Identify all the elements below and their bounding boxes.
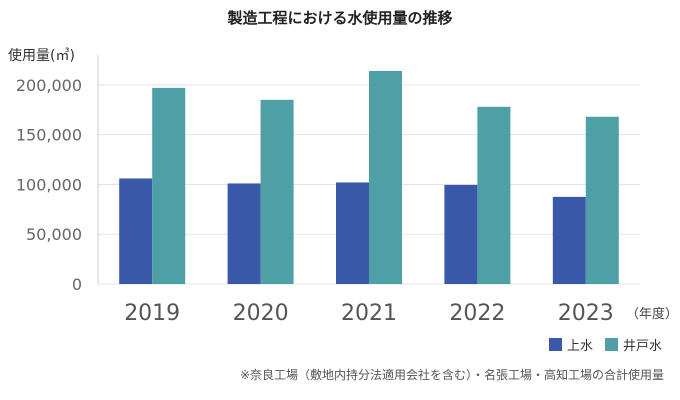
x-tick-label: 2022: [449, 301, 505, 326]
bar-tap-water-2023: [552, 196, 586, 284]
y-axis-label: 使用量(㎥): [8, 48, 75, 64]
footnote: ※奈良工場（敷地内持分法適用会社を含む）・名張工場・高知工場の合計使用量: [239, 368, 664, 382]
x-tick-label: 2020: [233, 301, 289, 326]
bar-tap-water-2021: [336, 182, 369, 284]
x-tick-label: 2021: [341, 301, 397, 326]
bar-tap-water-2022: [444, 184, 478, 284]
legend-item-well-water: 井戸水: [604, 335, 662, 354]
bar-tap-water-2019: [119, 178, 153, 284]
legend-swatch-well-water: [604, 338, 618, 351]
bar-well-water-2022: [477, 106, 511, 285]
y-tick-label: 50,000: [26, 225, 82, 244]
y-tick-label: 0: [72, 275, 82, 294]
bar-well-water-2019: [152, 87, 186, 285]
x-tick-label: 2023: [558, 301, 614, 326]
bar-tap-water-2020: [227, 183, 261, 284]
legend-label-well-water: 井戸水: [622, 339, 662, 354]
legend: 上水 井戸水: [537, 335, 662, 354]
bar-well-water-2023: [585, 116, 619, 284]
x-tick-label: 2019: [124, 301, 180, 326]
legend-item-tap-water: 上水: [548, 335, 593, 354]
bar-well-water-2020: [260, 99, 294, 284]
y-tick-label: 100,000: [16, 175, 82, 194]
legend-label-tap-water: 上水: [566, 339, 593, 354]
chart-title: 製造工程における水使用量の推移: [227, 9, 453, 27]
bar-well-water-2021: [369, 70, 402, 284]
y-tick-label: 200,000: [16, 76, 82, 95]
legend-swatch-tap-water: [548, 338, 562, 351]
x-axis-label: （年度）: [626, 306, 678, 322]
y-tick-label: 150,000: [16, 126, 82, 145]
